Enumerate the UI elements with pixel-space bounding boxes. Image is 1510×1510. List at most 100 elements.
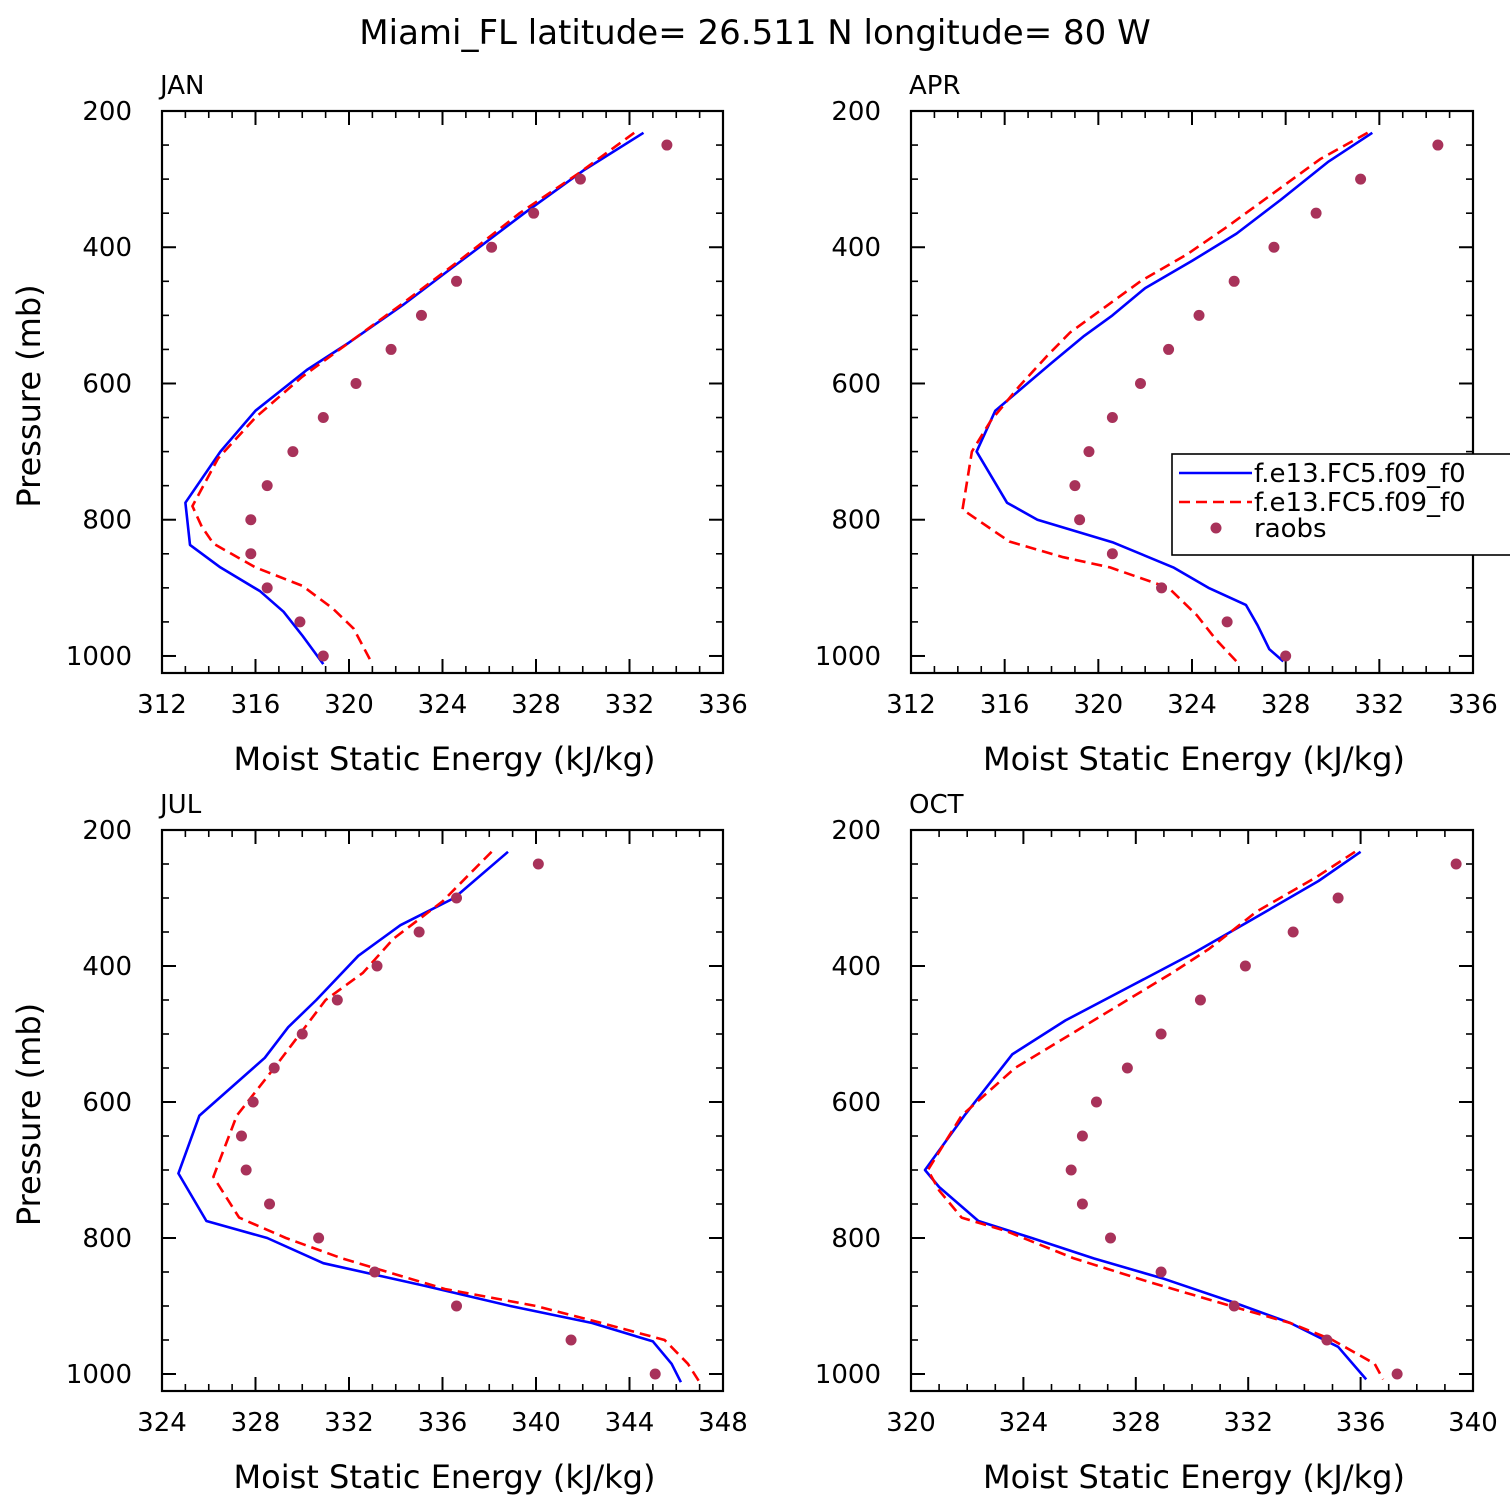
y-tick-label: 200 <box>82 97 132 127</box>
panel-oct: OCT 320 324 328 332 336 340 200 400 600 800 1000 Moi… <box>815 790 1498 1496</box>
raobs-point <box>1083 446 1095 458</box>
x-tick-label: 312 <box>137 690 187 720</box>
y-tick-label: 200 <box>831 97 881 127</box>
raobs-point <box>1280 650 1292 662</box>
raobs-point <box>1432 139 1444 151</box>
x-tick-label: 320 <box>886 1408 936 1438</box>
y-tick-label: 400 <box>831 952 881 982</box>
figure-title: Miami_FL latitude= 26.511 N longitude= 8… <box>359 13 1150 53</box>
x-tick-label: 328 <box>231 1408 281 1438</box>
series-line-dashed <box>212 850 701 1383</box>
y-tick-label: 600 <box>831 1088 881 1118</box>
raobs-point <box>1268 241 1280 253</box>
series-line-solid <box>184 131 645 665</box>
raobs-point <box>261 480 273 492</box>
x-tick-label: 320 <box>324 690 374 720</box>
raobs-point <box>1076 1198 1088 1210</box>
series-line-solid <box>923 850 1368 1381</box>
raobs-point <box>317 412 329 424</box>
legend-label: raobs <box>1254 514 1327 544</box>
raobs-point <box>1355 173 1367 185</box>
raobs-point <box>649 1368 661 1380</box>
raobs-point <box>1163 343 1175 355</box>
x-tick-label: 340 <box>511 1408 561 1438</box>
raobs-point <box>486 241 498 253</box>
x-axis-label: Moist Static Energy (kJ/kg) <box>234 1458 656 1496</box>
x-axis-label: Moist Static Energy (kJ/kg) <box>234 740 656 778</box>
plot-frame <box>160 828 725 1393</box>
raobs-point <box>532 858 544 870</box>
y-tick-label: 400 <box>831 233 881 263</box>
raobs-point <box>451 275 463 287</box>
raobs-point <box>1391 1368 1403 1380</box>
raobs-point <box>1069 480 1081 492</box>
x-tick-label: 324 <box>418 690 468 720</box>
raobs-point <box>1134 377 1146 389</box>
y-tick-label: 200 <box>82 816 132 846</box>
x-tick-label: 316 <box>980 690 1030 720</box>
y-axis-label: Pressure (mb) <box>10 1003 48 1226</box>
panel-title: APR <box>909 71 961 101</box>
raobs-point <box>1194 994 1206 1006</box>
raobs-point <box>1155 1266 1167 1278</box>
x-tick-label: 332 <box>1355 690 1405 720</box>
x-tick-label: 312 <box>886 690 936 720</box>
x-tick-label: 332 <box>1223 1408 1273 1438</box>
legend-label: f.e13.FC5.f09_f0 <box>1254 488 1466 518</box>
panel-apr: APR 312 316 320 324 328 332 336 200 400 600 800 1000… <box>815 71 1510 778</box>
raobs-point <box>1090 1096 1102 1108</box>
x-tick-label: 332 <box>605 690 655 720</box>
raobs-point <box>294 616 306 628</box>
raobs-point <box>574 173 586 185</box>
raobs-point <box>235 1130 247 1142</box>
raobs-point <box>240 1164 252 1176</box>
x-tick-label: 328 <box>1111 1408 1161 1438</box>
x-tick-label: 332 <box>324 1408 374 1438</box>
y-tick-label: 600 <box>82 1088 132 1118</box>
raobs-point <box>1105 1232 1117 1244</box>
y-tick-label: 800 <box>831 1224 881 1254</box>
x-tick-label: 340 <box>1448 1408 1498 1438</box>
plot-frame <box>160 109 725 675</box>
series-line-dashed <box>926 850 1385 1381</box>
raobs-point <box>1106 412 1118 424</box>
series-line-solid <box>177 850 683 1383</box>
raobs-point <box>261 582 273 594</box>
raobs-point <box>331 994 343 1006</box>
raobs-point <box>245 514 257 526</box>
legend-label: f.e13.FC5.f09_f0 <box>1254 459 1466 489</box>
raobs-point <box>1310 207 1322 219</box>
x-tick-label: 324 <box>1167 690 1217 720</box>
raobs-point <box>264 1198 276 1210</box>
raobs-point <box>268 1062 280 1074</box>
raobs-point <box>371 960 383 972</box>
raobs-point <box>565 1334 577 1346</box>
raobs-point <box>415 309 427 321</box>
raobs-point <box>1221 616 1233 628</box>
y-tick-label: 200 <box>831 816 881 846</box>
panels: JAN 312 316 320 324 328 332 336 200 400 600 800 1000… <box>10 71 1510 1496</box>
series-line-dashed <box>961 131 1369 663</box>
y-tick-label: 600 <box>831 369 881 399</box>
raobs-point <box>296 1028 308 1040</box>
raobs-point <box>287 446 299 458</box>
raobs-point <box>1076 1130 1088 1142</box>
raobs-point <box>528 207 540 219</box>
x-tick-label: 336 <box>418 1408 468 1438</box>
raobs-point <box>1321 1334 1333 1346</box>
raobs-point <box>350 377 362 389</box>
panel-title: OCT <box>909 790 964 820</box>
series-line-solid <box>975 131 1374 663</box>
raobs-point <box>451 892 463 904</box>
raobs-point <box>1239 960 1251 972</box>
x-tick-label: 336 <box>1336 1408 1386 1438</box>
raobs-point <box>1228 1300 1240 1312</box>
x-tick-label: 336 <box>1448 690 1498 720</box>
plot-frame <box>909 828 1475 1393</box>
raobs-point <box>661 139 673 151</box>
raobs-point <box>1193 309 1205 321</box>
legend-box <box>1171 453 1510 556</box>
raobs-point <box>413 926 425 938</box>
y-tick-label: 400 <box>82 233 132 263</box>
